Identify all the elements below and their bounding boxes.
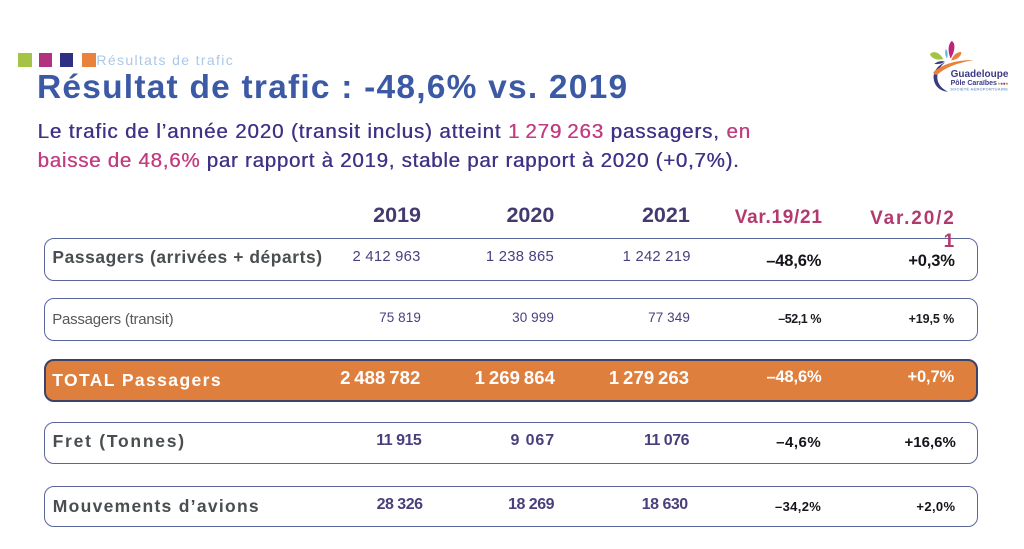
svg-text:SOCIÉTÉ AÉROPORTUAIRE: SOCIÉTÉ AÉROPORTUAIRE — [950, 87, 1008, 92]
svg-text:Pôle Caraïbes: Pôle Caraïbes — [951, 80, 997, 87]
svg-text:Guadeloupe: Guadeloupe — [951, 69, 1009, 80]
